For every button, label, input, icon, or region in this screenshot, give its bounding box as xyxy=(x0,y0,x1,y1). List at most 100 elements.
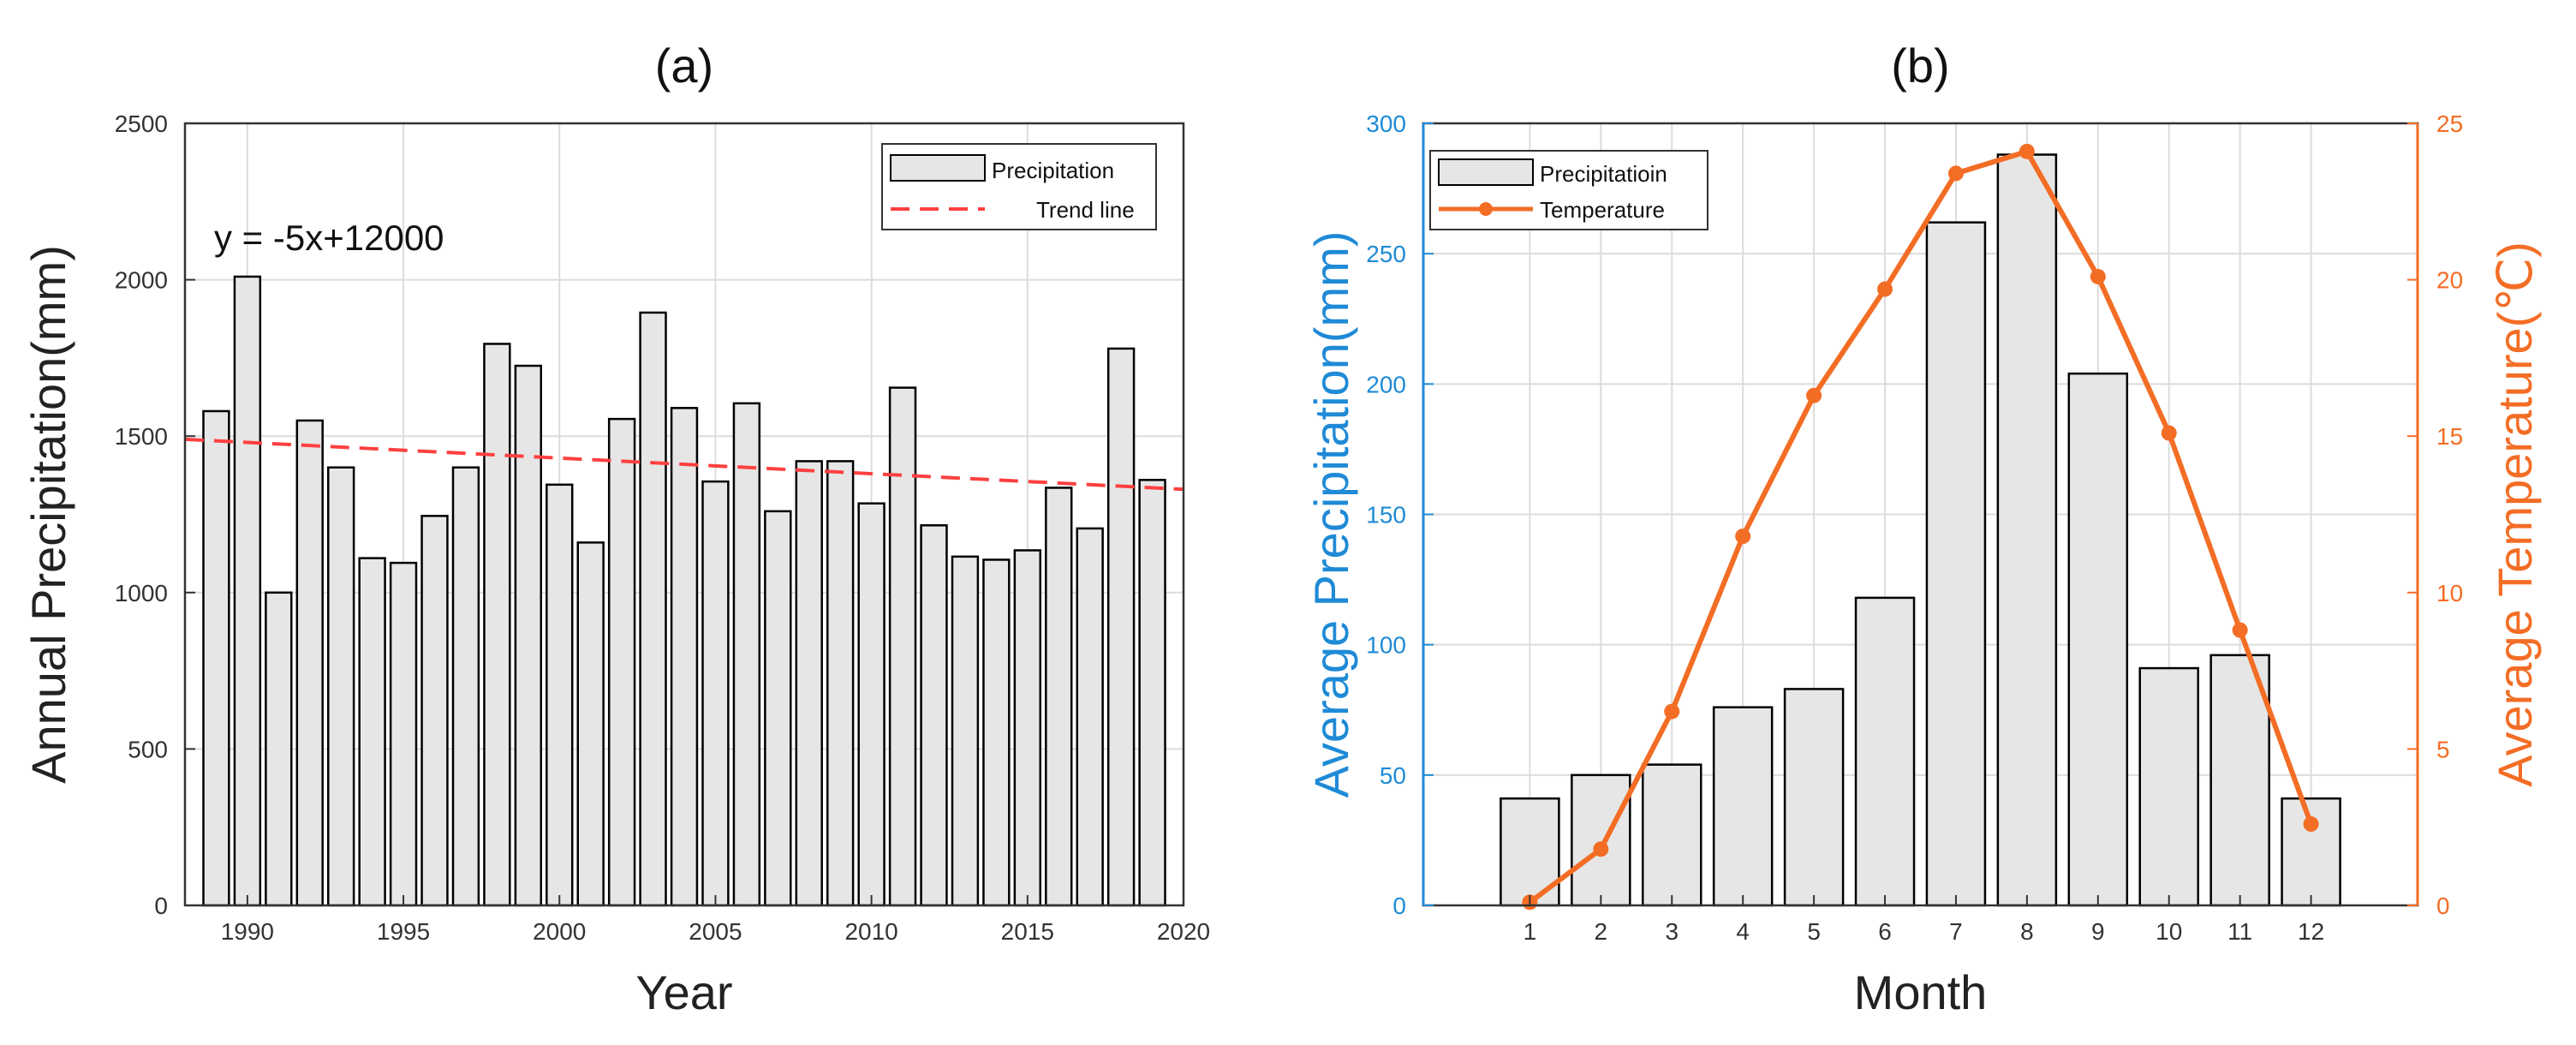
legend-swatch-precipitation xyxy=(1438,158,1534,186)
bar-2016 xyxy=(1045,487,1073,907)
chart-b-monthly-climate: 1 2 3 4 5 6 7 8 9 10 11 120501001502002503000510152… xyxy=(1304,39,2542,1019)
temperature-point-8 xyxy=(2018,143,2035,159)
bar-month-7 xyxy=(1925,221,1987,907)
temperature-point-2 xyxy=(1593,841,1609,857)
bar-2010 xyxy=(857,502,886,907)
x-tick-label: 7 xyxy=(1949,918,1963,945)
y2-tick-label: 20 xyxy=(2436,267,2463,294)
bar-2002 xyxy=(607,417,636,907)
bar-2005 xyxy=(701,480,730,907)
bar-1994 xyxy=(358,557,386,907)
bar-1993 xyxy=(326,466,355,907)
temperature-point-6 xyxy=(1877,281,1893,297)
bar-1997 xyxy=(451,466,480,907)
y-tick-label: 250 xyxy=(1366,241,1406,267)
bar-2014 xyxy=(982,558,1011,907)
bar-month-6 xyxy=(1854,596,1916,907)
temperature-point-7 xyxy=(1947,165,1964,182)
x-tick-label: 1995 xyxy=(377,918,430,945)
bar-1996 xyxy=(420,515,449,907)
y2-tick-label: 10 xyxy=(2436,580,2463,606)
y-tick-label: 2500 xyxy=(115,110,168,137)
x-tick-label: 12 xyxy=(2298,918,2324,945)
y2-tick-label: 0 xyxy=(2436,893,2450,919)
chart-title: (a) xyxy=(655,39,713,93)
x-tick-label: 2000 xyxy=(533,918,586,945)
bar-2013 xyxy=(951,555,980,907)
bar-month-11 xyxy=(2209,654,2270,907)
x-axis-label: Year xyxy=(635,965,732,1019)
bar-2015 xyxy=(1013,549,1042,907)
x-tick-label: 9 xyxy=(2091,918,2105,945)
y-tick-label: 0 xyxy=(154,893,168,919)
x-tick-label: 2 xyxy=(1595,918,1608,945)
legend-label-temperature: Temperature xyxy=(1540,197,1665,223)
temperature-point-3 xyxy=(1664,703,1680,720)
bar-2001 xyxy=(576,541,605,907)
bar-1991 xyxy=(265,591,293,907)
temperature-point-10 xyxy=(2161,425,2177,441)
legend-label-precipitation: Precipitation xyxy=(992,158,1114,183)
x-tick-label: 10 xyxy=(2156,918,2182,945)
bar-month-12 xyxy=(2281,797,2341,907)
chart-title: (b) xyxy=(1891,39,1949,93)
bar-2012 xyxy=(920,524,948,907)
bar-2007 xyxy=(764,510,792,907)
legend-swatch-precipitation xyxy=(890,154,986,182)
bar-month-9 xyxy=(2067,372,2129,907)
bar-2008 xyxy=(795,460,823,907)
y-axis-label: Annual Precipitation(mm) xyxy=(21,245,75,784)
x-axis-label: Month xyxy=(1854,965,1988,1019)
trend-line xyxy=(184,437,1184,492)
legend-label-precipitation: Precipitatioin xyxy=(1540,161,1667,187)
y-tick-label: 2000 xyxy=(115,267,168,294)
bar-1998 xyxy=(483,343,511,907)
bar-2017 xyxy=(1076,527,1104,907)
bar-month-5 xyxy=(1783,688,1845,907)
legend-label-trend: Trend line xyxy=(1036,197,1135,223)
y-tick-label: 500 xyxy=(128,736,168,762)
y2-tick-label: 5 xyxy=(2436,736,2450,762)
y-tick-label: 100 xyxy=(1366,632,1406,659)
trend-equation: y = -5x+12000 xyxy=(214,218,444,258)
bar-2006 xyxy=(732,402,761,907)
x-tick-label: 6 xyxy=(1878,918,1892,945)
temperature-point-11 xyxy=(2232,622,2248,638)
y-tick-label: 50 xyxy=(1380,762,1406,789)
y-axis-label: Average Precipitation(mm) xyxy=(1304,231,1358,798)
x-tick-label: 8 xyxy=(2020,918,2034,945)
bar-month-3 xyxy=(1641,763,1702,907)
x-tick-label: 2010 xyxy=(844,918,897,945)
bar-2019 xyxy=(1138,479,1166,907)
bar-1989 xyxy=(202,409,230,907)
legend-marker-temperature xyxy=(1479,202,1493,216)
x-tick-label: 2020 xyxy=(1157,918,1210,945)
x-tick-label: 4 xyxy=(1736,918,1750,945)
temperature-point-5 xyxy=(1806,387,1822,403)
bar-1992 xyxy=(295,419,324,907)
y-tick-label: 150 xyxy=(1366,502,1406,528)
x-tick-label: 2005 xyxy=(689,918,742,945)
temperature-point-12 xyxy=(2303,816,2319,833)
bar-month-4 xyxy=(1712,706,1774,907)
x-tick-label: 11 xyxy=(2227,918,2252,945)
chart-a-annual-precipitation: 1990 1995 2000 2005 2010 2015 2020 0 500 1000 1500… xyxy=(21,39,1210,1019)
bar-1990 xyxy=(233,275,262,907)
x-tick-label: 3 xyxy=(1665,918,1679,945)
y-tick-label: 1500 xyxy=(115,423,168,450)
temperature-point-9 xyxy=(2090,268,2106,284)
bar-1999 xyxy=(514,364,543,907)
y2-tick-label: 25 xyxy=(2436,110,2463,137)
bar-2003 xyxy=(639,311,667,907)
x-tick-label: 1 xyxy=(1524,918,1537,945)
temperature-line xyxy=(1528,148,2314,905)
bar-2018 xyxy=(1106,347,1136,907)
bar-month-8 xyxy=(1996,153,2058,907)
plot-frame xyxy=(183,122,1185,907)
bar-1995 xyxy=(389,561,418,907)
y-tick-label: 0 xyxy=(1392,893,1406,919)
y2-axis-label: Average Temperature(℃) xyxy=(2488,242,2542,787)
bar-2011 xyxy=(888,386,917,907)
temperature-point-4 xyxy=(1735,528,1751,545)
